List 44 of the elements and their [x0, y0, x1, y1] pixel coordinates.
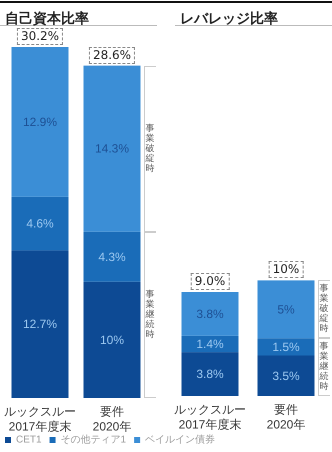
- data-label: 4.6%: [26, 216, 54, 231]
- bracket: 事業破綻時: [144, 66, 156, 232]
- bar: [84, 66, 140, 232]
- bar: [258, 356, 314, 396]
- data-label: 12.7%: [22, 317, 58, 332]
- legend-label: ベイルイン債券: [145, 434, 216, 446]
- total-label: 10%: [268, 261, 304, 278]
- total-label: 28.6%: [88, 46, 136, 64]
- data-label: 4.3%: [98, 250, 126, 264]
- annotation: 事業破綻時: [320, 284, 328, 334]
- data-label: 10%: [100, 332, 124, 347]
- bar: [12, 250, 68, 398]
- x-tick-label: 要件 2020年: [266, 402, 306, 432]
- data-label: 3.8%: [196, 306, 224, 321]
- bracket: 事業継続時: [144, 232, 156, 398]
- bar: [258, 280, 314, 338]
- chart-title: 自己資本比率: [5, 10, 89, 26]
- total-label: 9.0%: [190, 272, 230, 290]
- data-label: 3.8%: [196, 367, 224, 382]
- data-label: 3.5%: [272, 368, 300, 383]
- bar: [258, 338, 314, 356]
- bar: [84, 282, 140, 398]
- annotation: 事業継続時: [146, 290, 154, 340]
- x-tick-label: 要件 2020年: [92, 404, 132, 434]
- bar: [84, 232, 140, 282]
- x-tick-label: ルックスルー 2017年度末: [4, 404, 76, 434]
- legend-label: CET1: [16, 434, 42, 446]
- annotation: 事業継続時: [320, 342, 328, 392]
- bar: [12, 196, 68, 250]
- total-label: 30.2%: [16, 28, 64, 45]
- chart-title: レバレッジ比率: [180, 10, 278, 26]
- bar: [182, 352, 238, 396]
- legend-label: その他ティア1: [60, 434, 127, 446]
- data-label: 5%: [277, 302, 295, 316]
- data-label: 12.9%: [22, 114, 58, 129]
- bracket: 事業破綻時: [318, 280, 330, 338]
- bar: [182, 292, 238, 336]
- x-tick-label: ルックスルー 2017年度末: [174, 402, 246, 432]
- data-label: 1.4%: [196, 336, 224, 351]
- data-label: 14.3%: [94, 142, 130, 156]
- data-label: 1.5%: [272, 340, 300, 354]
- annotation: 事業破綻時: [146, 124, 154, 174]
- bar: [12, 47, 68, 197]
- bracket: 事業継続時: [318, 338, 330, 396]
